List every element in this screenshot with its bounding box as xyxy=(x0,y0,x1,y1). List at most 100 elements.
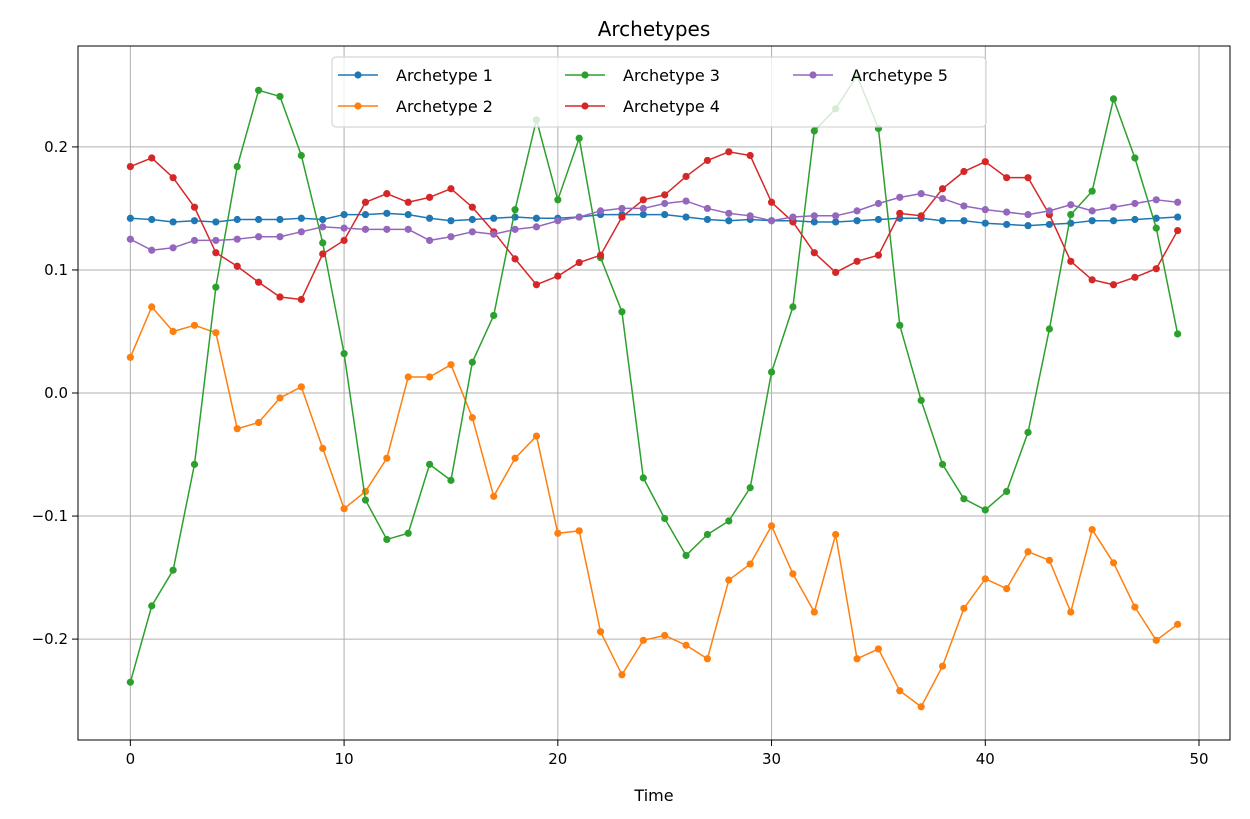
data-point xyxy=(319,250,327,258)
data-point xyxy=(703,215,712,224)
data-point xyxy=(383,225,391,233)
data-point xyxy=(639,210,647,219)
data-point xyxy=(468,215,476,224)
data-point xyxy=(297,295,305,304)
data-point xyxy=(1088,217,1096,225)
data-point xyxy=(981,219,989,227)
data-point xyxy=(490,214,498,222)
legend-label: Archetype 1 xyxy=(396,66,493,85)
data-point xyxy=(938,185,947,193)
data-point xyxy=(126,235,134,243)
data-point xyxy=(981,158,989,166)
series-2 xyxy=(126,303,1182,711)
data-point xyxy=(661,514,669,523)
data-point xyxy=(490,230,498,238)
data-point xyxy=(575,527,583,535)
series-1 xyxy=(126,209,1182,230)
data-point xyxy=(874,251,883,259)
data-point xyxy=(383,190,391,198)
data-point xyxy=(596,251,605,259)
data-point xyxy=(917,212,925,220)
data-point xyxy=(789,570,797,578)
series-5 xyxy=(126,190,1182,254)
data-point xyxy=(682,172,690,181)
data-point xyxy=(190,203,199,211)
data-point xyxy=(874,199,883,208)
data-point xyxy=(1045,325,1053,333)
data-point xyxy=(960,167,968,176)
data-point xyxy=(276,92,284,101)
data-point xyxy=(682,213,690,221)
data-point xyxy=(490,311,498,320)
data-point xyxy=(126,162,134,171)
data-point xyxy=(169,244,177,252)
data-point xyxy=(938,217,947,225)
data-point xyxy=(981,206,989,214)
data-point xyxy=(853,655,861,663)
data-point xyxy=(810,608,818,616)
data-point xyxy=(703,156,712,165)
data-point xyxy=(447,185,455,193)
data-point xyxy=(212,218,220,226)
data-point xyxy=(981,506,989,514)
data-point xyxy=(896,321,904,329)
data-point xyxy=(832,218,840,226)
data-point xyxy=(1174,213,1182,221)
legend-marker xyxy=(581,71,589,79)
legend-label: Archetype 5 xyxy=(851,66,948,85)
data-point xyxy=(404,529,412,537)
data-point xyxy=(1045,556,1053,564)
data-point xyxy=(746,484,754,492)
data-point xyxy=(532,432,541,440)
data-point xyxy=(1131,154,1139,162)
data-point xyxy=(1174,198,1182,206)
x-tick-label: 0 xyxy=(126,750,136,768)
data-point xyxy=(853,257,861,265)
data-point xyxy=(618,213,626,221)
data-point xyxy=(212,329,220,337)
data-point xyxy=(596,207,605,215)
data-point xyxy=(340,236,348,245)
data-point xyxy=(1131,215,1139,224)
data-point xyxy=(212,236,220,245)
x-tick-label: 20 xyxy=(548,750,567,768)
data-point xyxy=(425,193,434,201)
data-point xyxy=(1024,174,1032,182)
data-point xyxy=(319,444,327,452)
data-point xyxy=(126,214,134,222)
legend-label: Archetype 4 xyxy=(623,97,720,116)
data-point xyxy=(960,495,968,503)
data-point xyxy=(276,394,284,402)
data-point xyxy=(1067,201,1075,209)
data-point xyxy=(490,492,498,500)
x-tick-label: 40 xyxy=(976,750,995,768)
y-tick-label: 0.0 xyxy=(44,384,68,402)
data-point xyxy=(383,535,391,544)
data-point xyxy=(1003,585,1011,593)
data-point xyxy=(917,703,925,711)
data-point xyxy=(361,198,370,206)
data-point xyxy=(297,228,305,236)
data-point xyxy=(1045,220,1053,229)
data-point xyxy=(554,196,562,204)
data-point xyxy=(554,529,562,537)
data-point xyxy=(1109,217,1118,225)
data-point xyxy=(938,460,947,468)
data-point xyxy=(148,303,156,311)
data-point xyxy=(874,645,883,653)
data-point xyxy=(1131,603,1139,611)
data-point xyxy=(340,210,348,219)
data-point xyxy=(1003,220,1011,229)
data-point xyxy=(1067,257,1075,265)
data-point xyxy=(981,575,989,583)
data-point xyxy=(361,487,370,496)
data-point xyxy=(703,204,712,213)
data-point xyxy=(575,213,583,221)
data-point xyxy=(425,460,434,468)
data-point xyxy=(810,218,818,226)
series-line xyxy=(129,306,1179,708)
data-point xyxy=(425,373,434,381)
data-point xyxy=(383,454,391,462)
legend-marker xyxy=(581,102,589,110)
